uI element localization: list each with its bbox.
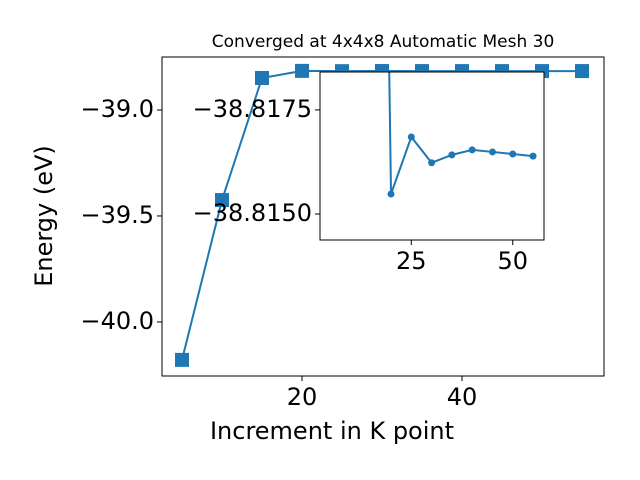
axes-frame: [161, 56, 605, 377]
x-axis-label: Increment in K point: [210, 417, 454, 445]
x-tick-label: 20: [287, 383, 318, 411]
marker: [407, 133, 415, 141]
marker: [175, 352, 189, 367]
y-tick-label: −40.0: [80, 307, 154, 335]
inset-axes: 25 50 −38.8150 −38.8175: [193, 71, 545, 275]
marker: [448, 151, 456, 159]
marker: [215, 193, 229, 208]
x-tick-label: 40: [447, 383, 478, 411]
marker: [468, 146, 476, 154]
marker: [488, 148, 496, 156]
chart-title: Converged at 4x4x8 Automatic Mesh 30: [212, 32, 555, 52]
marker: [295, 63, 309, 78]
x-tick-label: 50: [497, 247, 528, 275]
plot-area: [320, 72, 544, 240]
marker: [428, 159, 436, 167]
marker: [575, 64, 589, 79]
y-tick-label: −38.8175: [193, 95, 312, 123]
marker: [509, 150, 517, 158]
y-tick-label: −38.8150: [193, 199, 312, 227]
series-group: [387, 72, 537, 198]
axes-frame: [319, 71, 545, 241]
series-group: [175, 63, 589, 367]
marker: [529, 152, 537, 160]
y-axis-label: Energy (eV): [30, 145, 58, 287]
y-tick-label: −39.0: [80, 95, 154, 123]
marker: [255, 70, 269, 85]
y-tick-label: −39.5: [80, 201, 154, 229]
x-tick-label: 25: [396, 247, 427, 275]
marker: [387, 190, 395, 198]
